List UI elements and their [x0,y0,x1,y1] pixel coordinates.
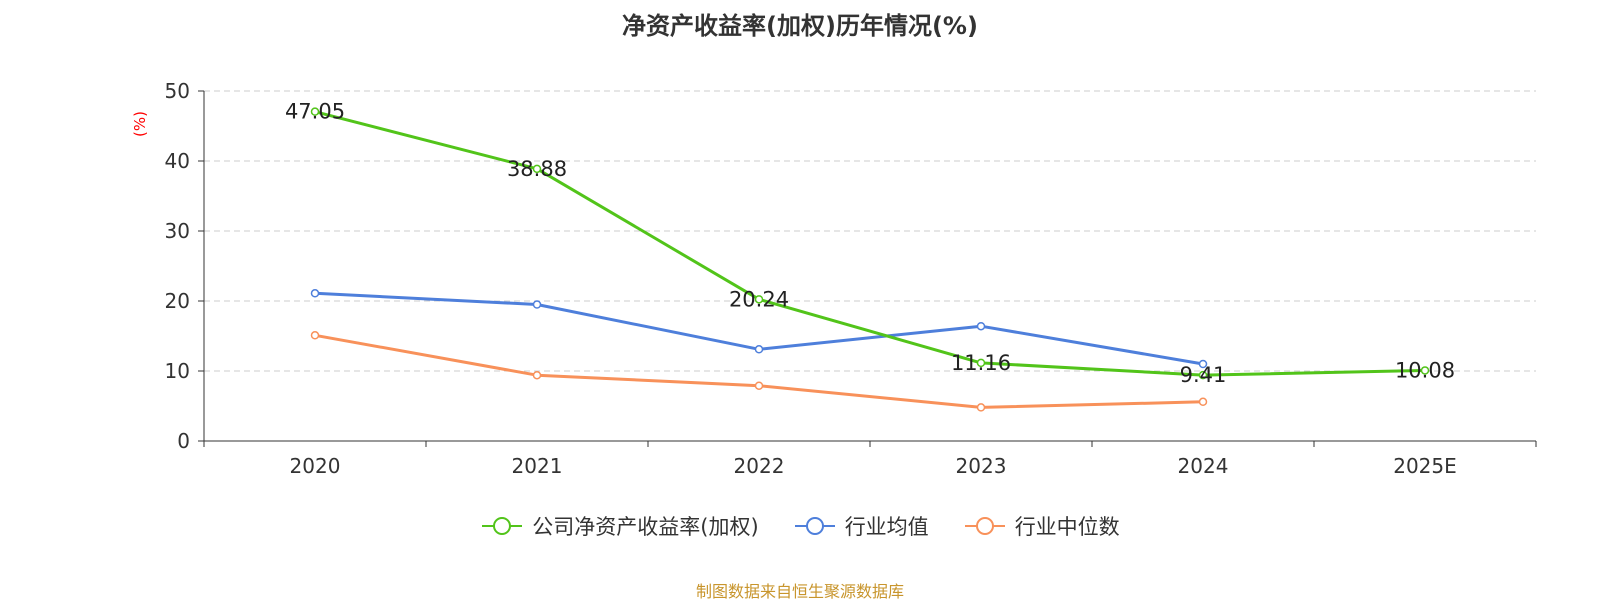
data-point [754,295,764,304]
x-tick-label: 2022 [734,454,785,478]
data-point [976,403,986,412]
data-point [1198,397,1208,407]
data-label: 11.16 [951,351,1011,375]
data-point [1198,359,1208,369]
data-point [1198,370,1208,380]
y-tick-label: 40 [165,149,190,173]
data-point [532,370,542,380]
data-point [976,321,986,331]
data-point [532,300,542,309]
y-tick-label: 30 [165,219,190,243]
y-tick-label: 0 [177,429,190,453]
series-lines [310,107,1430,412]
legend-label: 行业中位数 [1014,515,1120,539]
legend-line-circle-icon [964,517,1005,535]
x-tick-label: 2023 [956,454,1007,478]
legend-label: 公司净资产收益率(加权) [532,515,759,539]
chart-title: 净资产收益率(加权)历年情况(%) [622,12,978,40]
legend-line-circle-icon [794,517,835,535]
x-tick-label: 2025E [1393,454,1457,478]
x-tick-label: 2021 [512,454,563,478]
data-label: 38.88 [507,157,567,181]
data-point [310,289,320,298]
legend-label: 行业均值 [844,515,929,539]
data-label: 47.05 [285,100,345,124]
y-tick-label: 50 [165,79,190,103]
source-note: 制图数据来自恒生聚源数据库 [695,582,904,601]
y-tick-label: 10 [165,359,190,383]
data-point [532,164,542,174]
x-tick-label: 2020 [290,454,341,478]
data-label: 20.24 [729,287,789,311]
axes: 0 10 20 30 40 50 2020 2021 2022 2023 2024 2025E [165,79,1537,478]
data-point [754,381,764,390]
legend-item[interactable]: 行业中位数 [963,511,1120,541]
data-point [754,345,764,354]
y-axis-label: (%) [131,111,149,137]
legend-line-circle-icon [482,517,523,535]
legend-item[interactable]: 公司净资产收益率(加权) [480,511,759,541]
data-point [976,358,986,368]
legend: 公司净资产收益率(加权) 行业均值 行业中位数 [0,508,1600,544]
y-tick-label: 20 [165,289,190,313]
data-labels: 47.05 38.88 20.24 11.16 9.41 10.08 [285,100,1455,387]
grid-lines [204,90,1536,372]
legend-item[interactable]: 行业均值 [793,511,929,541]
series-line [314,110,1426,377]
data-point [310,331,320,340]
data-label: 9.41 [1180,363,1227,387]
data-label: 10.08 [1395,358,1455,382]
data-point [1420,366,1430,375]
data-point [310,107,320,116]
x-tick-label: 2024 [1178,454,1229,478]
